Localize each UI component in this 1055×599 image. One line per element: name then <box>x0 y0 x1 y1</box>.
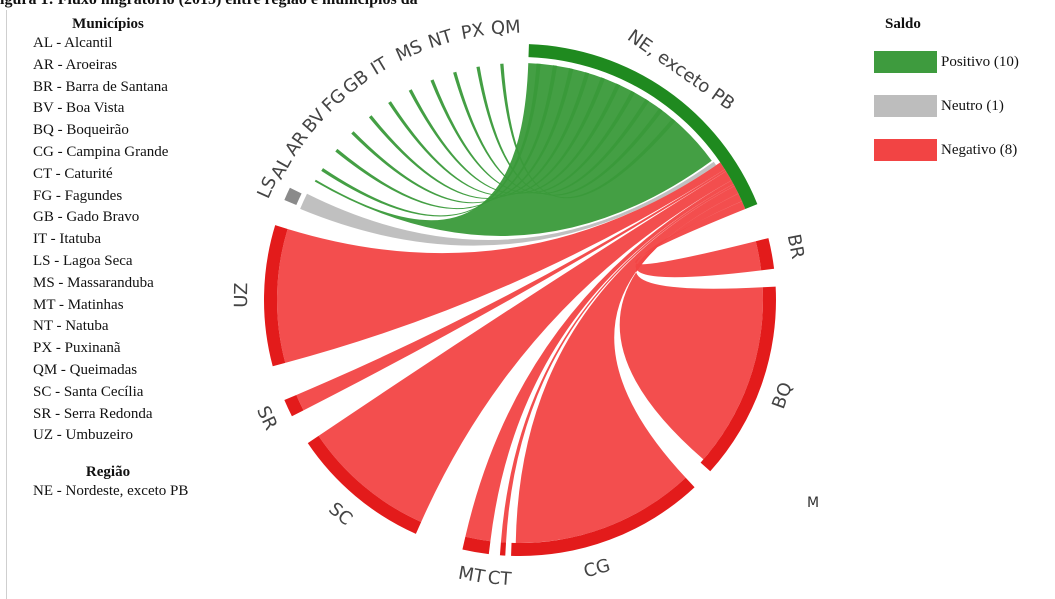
group-label: MS <box>393 36 426 66</box>
municipio-item: QM - Queimadas <box>33 361 138 378</box>
ribbon-sr <box>296 169 727 411</box>
group-arc-cg <box>511 477 695 556</box>
group-label: CT <box>487 567 513 590</box>
municipio-item: NT - Natuba <box>33 318 109 335</box>
group-label: MT <box>457 563 488 588</box>
positivo-label: Positivo (10) <box>941 53 1019 70</box>
ribbon-it <box>408 83 621 195</box>
municipio-item: BQ - Boqueirão <box>33 122 129 139</box>
saldo-legend: Saldo Positivo (10) Neutro (1) Negativo … <box>874 16 1049 182</box>
ribbon-px <box>476 66 663 196</box>
group-label: CG <box>581 555 612 582</box>
municipio-item: AL - Alcantil <box>33 35 113 51</box>
group-arc-ne <box>528 44 758 209</box>
group-arc-uz <box>264 225 288 367</box>
ribbon-uz <box>277 162 725 363</box>
group-arc-sc <box>307 435 422 534</box>
municipio-item: GB - Gado Bravo <box>33 209 140 226</box>
municipio-item: BV - Boa Vista <box>33 100 125 117</box>
municipio-item: BR - Barra de Santana <box>33 78 168 95</box>
group-label: SC <box>324 498 356 530</box>
municipios-legend: Municípios AL - Alcantil AR - Aroeiras BR … <box>33 16 253 503</box>
regiao-legend-title: Região <box>85 464 131 481</box>
group-arc-mt <box>462 536 491 555</box>
municipios-list: AL - Alcantil AR - Aroeiras BR - Barra de … <box>33 33 253 447</box>
ribbon-bq <box>619 193 763 460</box>
ribbon-qm <box>500 63 676 199</box>
municipio-item: PX - Puxinanã <box>33 340 121 357</box>
group-label: QM <box>490 17 521 40</box>
negativo-label: Negativo (8) <box>941 141 1018 158</box>
saldo-negativo-entry: Negativo (8) <box>874 138 1049 162</box>
group-arc-ls <box>284 187 302 206</box>
ribbon-mt <box>465 180 734 542</box>
group-label: NT <box>426 25 456 53</box>
municipio-item: MT - Matinhas <box>33 296 124 313</box>
municipio-item: CG - Campina Grande <box>33 143 169 160</box>
municipio-item: MS - Massaranduba <box>33 274 154 291</box>
frame-border <box>6 10 7 599</box>
group-label: PX <box>459 19 485 44</box>
municipio-item: IT - Itatuba <box>33 231 102 248</box>
municipio-item: FG - Fagundes <box>33 187 123 204</box>
neutro-label: Neutro (1) <box>941 97 1004 114</box>
negativo-swatch <box>874 139 937 161</box>
ribbon-nt <box>453 71 650 194</box>
group-label: BQ <box>768 380 797 412</box>
group-label: IT <box>367 53 393 80</box>
municipio-item: UZ - Umbuzeiro <box>33 427 133 444</box>
figure-title: igura 1: Fluxo migratório (2015) entre r… <box>0 0 760 11</box>
positivo-swatch <box>874 51 937 73</box>
stray-mark: M <box>807 495 820 511</box>
municipio-item: SC - Santa Cecília <box>33 383 144 400</box>
ribbon-br <box>635 201 762 278</box>
group-arc-sr <box>284 394 304 417</box>
ribbon-gb <box>388 77 605 196</box>
regiao-item: NE - Nordeste, exceto PB <box>33 483 189 500</box>
group-arc-ct <box>499 542 507 556</box>
neutro-swatch <box>874 95 937 117</box>
group-label: UZ <box>231 282 252 308</box>
group-label: BR <box>783 232 808 260</box>
ribbon-ne-main <box>314 63 712 236</box>
group-arc-br <box>755 238 775 271</box>
saldo-positivo-entry: Positivo (10) <box>874 50 1049 74</box>
municipio-item: AR - Aroeiras <box>33 56 118 73</box>
municipio-item: LS - Lagoa Seca <box>33 252 133 269</box>
saldo-legend-title: Saldo <box>885 16 921 32</box>
municipio-item: CT - Caturité <box>33 165 113 182</box>
ribbon-sc <box>318 171 732 522</box>
ribbon-cg <box>515 185 739 544</box>
municipio-item: SR - Serra Redonda <box>33 405 153 422</box>
group-arc-bq <box>700 286 776 472</box>
saldo-neutro-entry: Neutro (1) <box>874 94 1049 118</box>
municipios-legend-title: Municípios <box>72 16 144 32</box>
ribbon-ms <box>430 79 635 194</box>
group-label: SR <box>252 403 281 434</box>
